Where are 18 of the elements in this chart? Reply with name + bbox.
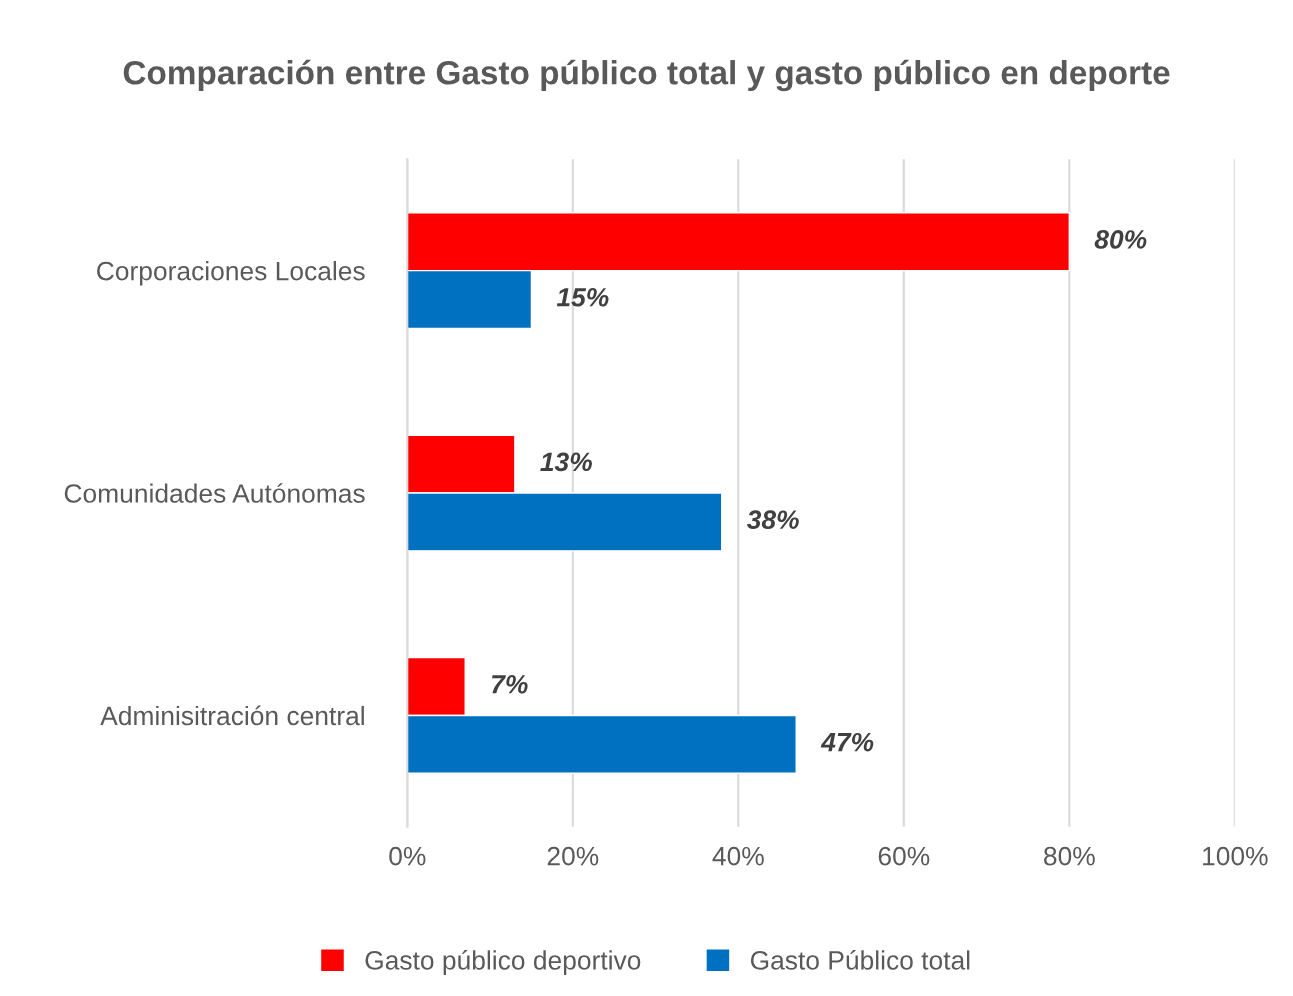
- y-tick-label: Corporaciones Locales: [97, 261, 365, 286]
- x-tick-label: 80%: [1044, 846, 1095, 866]
- data-label: 80%: [1094, 230, 1147, 249]
- data-label: 13%: [540, 452, 592, 472]
- x-tick-label: 20%: [547, 846, 599, 866]
- data-label: 7%: [492, 675, 528, 694]
- chart-title: Comparación entre Gasto público total y gasto público en deporte: [123, 59, 1170, 92]
- data-label: 15%: [556, 288, 609, 307]
- x-tick-label: 40%: [712, 846, 764, 866]
- x-tick-label: 0%: [389, 846, 426, 866]
- x-tick-label: 60%: [878, 846, 930, 866]
- legend-label: Gasto público deportivo: [365, 950, 641, 975]
- legend-label: Gasto Público total: [750, 950, 970, 970]
- y-tick-label: Adminisitración central: [100, 705, 364, 726]
- data-label: 38%: [746, 510, 799, 530]
- x-tick-label: 100%: [1203, 846, 1268, 866]
- y-tick-label: Comunidades Autónomas: [64, 483, 365, 503]
- data-label: 47%: [820, 732, 874, 752]
